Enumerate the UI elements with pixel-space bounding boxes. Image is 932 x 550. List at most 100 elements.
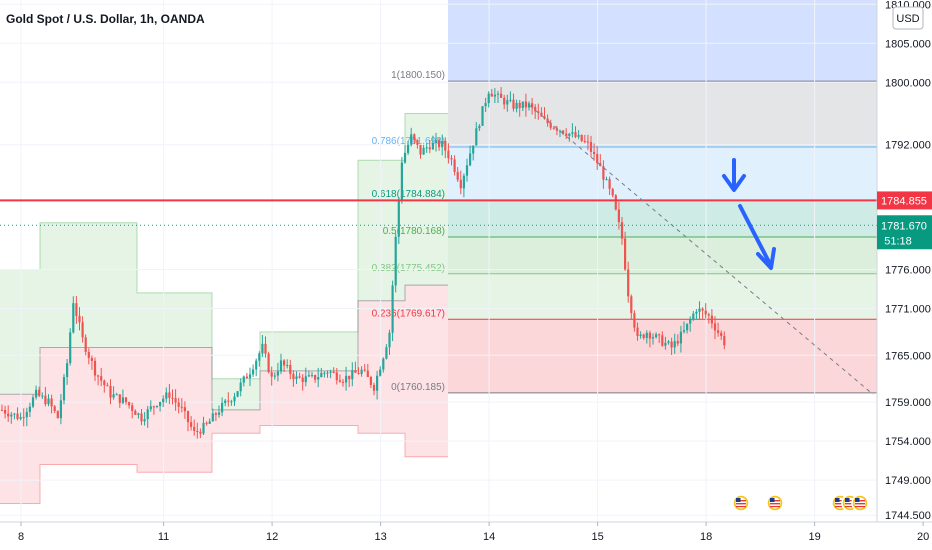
- resistance-price-tag: [877, 191, 932, 210]
- candle-body: [490, 93, 493, 97]
- candle: [369, 375, 372, 389]
- candle-body: [648, 332, 651, 339]
- candle-body: [698, 308, 701, 312]
- candle: [93, 357, 97, 381]
- candle-body: [326, 372, 329, 374]
- candle-body: [236, 391, 239, 397]
- candle: [326, 370, 329, 378]
- candle-body: [428, 147, 431, 150]
- candle-body: [124, 397, 128, 403]
- candle-body: [478, 125, 481, 129]
- us-flag-event-icon[interactable]: [851, 494, 869, 512]
- candle-body: [419, 144, 422, 155]
- candle-body: [388, 332, 391, 348]
- candle-body: [549, 123, 552, 128]
- candle-body: [611, 188, 614, 196]
- candle: [363, 364, 366, 372]
- candle: [314, 374, 317, 383]
- candle-body: [462, 175, 465, 189]
- candle-body: [403, 152, 407, 163]
- candle-body: [16, 413, 19, 419]
- candle-body: [531, 103, 534, 107]
- candle: [307, 371, 310, 378]
- candle: [115, 392, 118, 396]
- candle: [4, 405, 7, 419]
- candle: [506, 94, 509, 112]
- x-tick-label: 15: [591, 531, 603, 543]
- candle: [400, 156, 403, 204]
- candle-body: [580, 135, 583, 141]
- candle: [317, 367, 320, 388]
- candle-body: [534, 106, 537, 112]
- candle-body: [38, 389, 41, 396]
- candle: [676, 334, 679, 347]
- candle: [180, 398, 183, 413]
- candle-body: [267, 353, 270, 373]
- last-price-tag: [877, 215, 932, 250]
- candle-body: [165, 392, 168, 399]
- candle: [558, 129, 562, 138]
- fib-zone: [448, 273, 877, 320]
- candle: [645, 330, 648, 344]
- us-flag-event-icon[interactable]: [732, 494, 750, 512]
- candle-body: [717, 330, 720, 333]
- candle: [59, 393, 62, 425]
- currency-badge[interactable]: [892, 6, 924, 30]
- candle: [255, 358, 258, 377]
- candle: [562, 129, 565, 136]
- candle-body: [97, 375, 100, 377]
- candle-body: [521, 101, 524, 109]
- candle: [713, 316, 717, 340]
- candle: [78, 307, 81, 331]
- candle: [571, 123, 574, 138]
- candle: [106, 382, 109, 387]
- x-tick-label: 19: [808, 531, 820, 543]
- x-tick-label: 14: [483, 531, 495, 543]
- candle: [540, 107, 543, 117]
- time-axis[interactable]: 8 11 12 13 14 15 18 19 20: [0, 521, 932, 543]
- candles: [0, 87, 726, 439]
- candle-body: [59, 400, 62, 419]
- candle: [527, 101, 531, 111]
- candle: [397, 197, 400, 245]
- candle-body: [217, 412, 221, 415]
- candle: [428, 139, 431, 154]
- candle: [490, 89, 493, 97]
- candle: [159, 401, 162, 412]
- candle-body: [93, 360, 97, 376]
- candle: [639, 331, 642, 339]
- arrow-diagonal-icon: [738, 204, 772, 266]
- candle-body: [289, 365, 292, 374]
- candle: [152, 405, 155, 415]
- candle-body: [379, 369, 382, 376]
- candle: [252, 364, 255, 378]
- candle-body: [35, 389, 38, 398]
- candle: [168, 384, 171, 405]
- us-flag-event-icon[interactable]: [766, 494, 784, 512]
- flag-stripe: [770, 500, 780, 502]
- candle: [472, 145, 475, 161]
- candle: [84, 334, 87, 356]
- range-box-top: [448, 0, 877, 82]
- candle-body: [4, 409, 7, 414]
- candle-body: [239, 382, 242, 392]
- x-tick-label: 13: [374, 531, 386, 543]
- candle: [227, 392, 230, 407]
- candle-body: [276, 371, 279, 376]
- price-axis[interactable]: 1810.000 1805.000 1800.000 1792.000 1776.000…: [876, 0, 932, 522]
- candle: [81, 316, 84, 343]
- candle-body: [264, 343, 267, 354]
- candle: [434, 132, 438, 152]
- candle-body: [298, 376, 301, 378]
- candle: [707, 312, 710, 324]
- candle-body: [686, 323, 689, 331]
- candle-body: [682, 330, 686, 332]
- candle: [630, 294, 633, 319]
- candle-body: [121, 397, 124, 403]
- fibonacci-retracement[interactable]: 1(1800.150)0.786(1791.698)0.618(1784.884…: [372, 70, 877, 394]
- candle: [258, 351, 261, 367]
- flag-stripe: [845, 500, 855, 502]
- y-tick-label: 1805.000: [885, 38, 931, 50]
- candle: [310, 371, 314, 378]
